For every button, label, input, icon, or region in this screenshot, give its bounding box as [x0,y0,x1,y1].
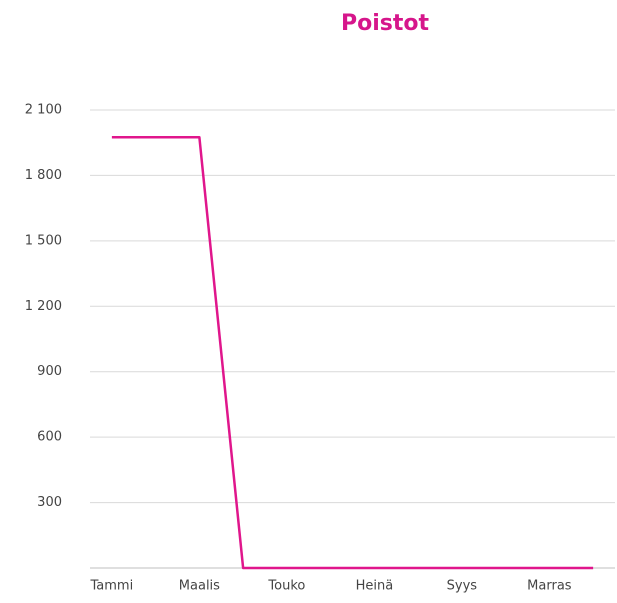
x-tick-label: Maalis [179,579,220,594]
x-tick-label: Heinä [356,579,394,594]
y-tick-label: 2 100 [25,103,62,118]
y-tick-label: 1 800 [25,168,62,183]
x-tick-label: Syys [447,579,478,594]
y-tick-label: 600 [37,430,62,445]
chart-title: Poistot [341,11,430,36]
y-tick-label: 900 [37,364,62,379]
x-tick-label: Marras [527,579,572,594]
data-line [111,136,594,570]
y-tick-label: 1 500 [25,233,62,248]
x-tick-label: Tammi [90,579,134,594]
y-tick-label: 1 200 [25,299,62,314]
y-tick-label: 300 [37,495,62,510]
x-tick-label: Touko [267,579,305,594]
